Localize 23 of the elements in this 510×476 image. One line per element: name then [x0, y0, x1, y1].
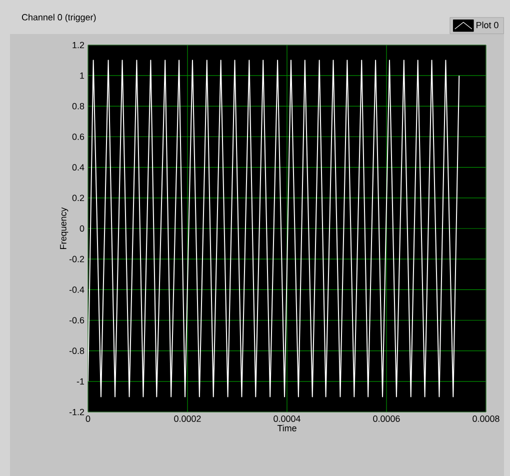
x-tick-label: 0.0002 [174, 416, 201, 422]
y-tick-label: -0.4 [69, 286, 84, 293]
y-tick-label: 0.2 [72, 194, 84, 202]
legend-label: Plot 0 [476, 22, 498, 28]
y-tick-label: 1.2 [72, 42, 84, 48]
y-tick-label: -1.2 [69, 408, 84, 416]
y-tick-label: 0.6 [72, 134, 84, 140]
y-tick-label: -0.2 [69, 256, 84, 262]
y-tick-label: 0 [80, 225, 84, 232]
y-tick-label: 0.8 [72, 102, 84, 110]
chart-title: Channel 0 (trigger) [22, 14, 96, 22]
y-tick-label: 0.4 [72, 164, 84, 171]
x-tick-label: 0 [86, 416, 90, 422]
y-axis-title: Frequency [60, 207, 68, 249]
x-tick-label: 0.0004 [274, 416, 300, 422]
y-tick-label: -0.6 [69, 317, 84, 324]
y-tick-label: -1 [76, 378, 84, 384]
x-tick-label: 0.0008 [472, 416, 500, 422]
line-series [88, 60, 460, 398]
x-axis-title: Time [277, 424, 296, 432]
y-tick-label: -0.8 [69, 348, 84, 354]
y-tick-label: 1 [80, 72, 84, 79]
x-tick-label: 0.0006 [373, 416, 400, 422]
